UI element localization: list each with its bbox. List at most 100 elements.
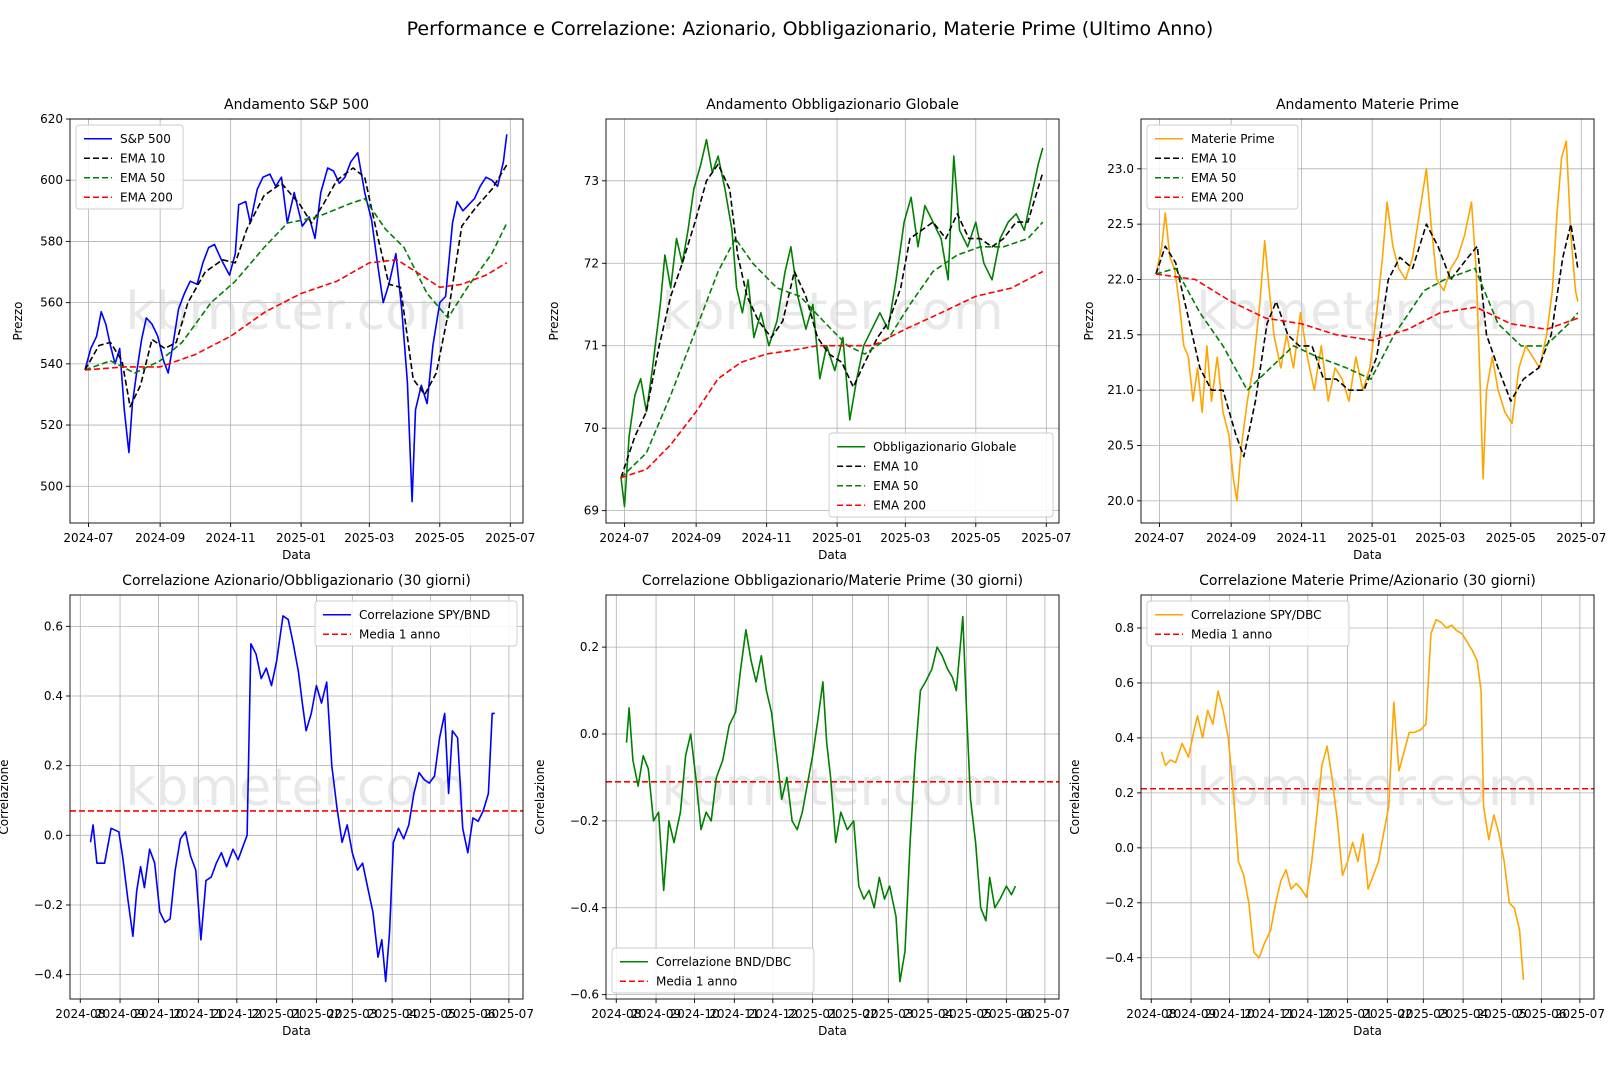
x-axis-label: Data: [282, 1024, 311, 1038]
legend-box: [314, 600, 518, 647]
axes-frame: [1140, 594, 1595, 1000]
y-tick-label: −0.4: [570, 901, 599, 915]
x-tick-label: 2024-12: [212, 1007, 262, 1021]
legend-box: [611, 947, 815, 994]
legend-label: Obbligazionario Globale: [873, 440, 1016, 454]
series-line-ema-10: [84, 164, 508, 408]
x-tick-label: 2025-05: [951, 531, 1001, 545]
x-tick-label: 2025-02: [291, 1007, 341, 1021]
y-tick-label: 0.6: [44, 619, 63, 633]
y-tick-label: 620: [40, 112, 63, 126]
chart-title: Correlazione Obbligazionario/Materie Pri…: [642, 573, 1023, 589]
chart-title: Correlazione Azionario/Obbligazionario (…: [122, 573, 471, 589]
y-tick-label: −0.2: [1105, 896, 1134, 910]
watermark: kbmeter.com: [661, 282, 1003, 342]
y-tick-label: 0.0: [44, 828, 63, 842]
x-tick-label: 2025-05: [1486, 531, 1536, 545]
axes-frame: [605, 118, 1060, 524]
y-tick-label: 0.8: [1115, 621, 1134, 635]
watermark: kbmeter.com: [125, 282, 467, 342]
x-tick-label: 2025-01: [252, 1007, 302, 1021]
x-tick-label: 2024-09: [671, 531, 721, 545]
x-tick-label: 2024-09: [1206, 531, 1256, 545]
y-tick-label: 70: [584, 421, 599, 435]
series-line-ema-10: [1155, 223, 1579, 458]
x-tick-label: 2024-07: [599, 531, 649, 545]
axes-frame: [69, 594, 524, 1000]
series-line-ema-50: [620, 221, 1044, 479]
x-tick-label: 2025-07: [485, 531, 535, 545]
x-tick-label: 2025-05: [415, 531, 465, 545]
y-tick-label: 69: [584, 504, 599, 518]
legend-label: Correlazione BND/DBC: [656, 955, 791, 969]
x-tick-label: 2025-06: [445, 1007, 495, 1021]
legend-label: EMA 10: [873, 459, 918, 473]
y-tick-label: 21.0: [1107, 383, 1134, 397]
y-tick-label: 72: [584, 256, 599, 270]
x-tick-label: 2024-12: [1283, 1007, 1333, 1021]
y-tick-label: 540: [40, 357, 63, 371]
legend-label: Correlazione SPY/BND: [359, 608, 490, 622]
x-tick-label: 2025-01: [788, 1007, 838, 1021]
legend-label: EMA 200: [873, 498, 926, 512]
x-tick-label: 2024-11: [742, 531, 792, 545]
x-tick-label: 2024-11: [173, 1007, 223, 1021]
x-tick-label: 2025-03: [1415, 531, 1465, 545]
y-tick-label: 0.2: [1115, 786, 1134, 800]
y-tick-label: 500: [40, 479, 63, 493]
series-line-ema-50: [1155, 267, 1579, 392]
y-tick-label: −0.6: [570, 988, 599, 1002]
x-tick-label: 2025-04: [367, 1007, 417, 1021]
x-tick-label: 2025-03: [880, 531, 930, 545]
chart-corr_bnd_dbc: kbmeter.com−0.6−0.4−0.20.00.22024-082024…: [533, 573, 1070, 1038]
series-line-ema-200: [84, 258, 508, 371]
y-tick-label: −0.2: [34, 898, 63, 912]
series-line-ema-200: [1155, 273, 1579, 342]
legend-box: [828, 432, 1054, 518]
x-tick-label: 2024-11: [1244, 1007, 1294, 1021]
x-tick-label: 2025-04: [903, 1007, 953, 1021]
x-tick-label: 2024-08: [591, 1007, 641, 1021]
x-tick-label: 2024-08: [1126, 1007, 1176, 1021]
x-tick-label: 2025-01: [812, 531, 862, 545]
x-axis-label: Data: [282, 548, 311, 562]
x-tick-label: 2025-03: [1398, 1007, 1448, 1021]
y-axis-label: Correlazione: [533, 759, 547, 834]
legend-label: EMA 50: [120, 171, 165, 185]
y-tick-label: 580: [40, 234, 63, 248]
x-axis-label: Data: [818, 1024, 847, 1038]
legend: Correlazione BND/DBC Media 1 anno: [611, 947, 815, 994]
x-tick-label: 2025-04: [1438, 1007, 1488, 1021]
x-tick-label: 2025-01: [1347, 531, 1397, 545]
y-axis-label: Correlazione: [1068, 759, 1082, 834]
x-axis-label: Data: [818, 548, 847, 562]
x-tick-label: 2025-06: [1516, 1007, 1566, 1021]
y-tick-label: −0.2: [570, 814, 599, 828]
legend-label: S&P 500: [120, 132, 171, 146]
y-tick-label: 0.0: [1115, 841, 1134, 855]
chart-title: Andamento Materie Prime: [1276, 97, 1459, 113]
y-axis-label: Prezzo: [11, 301, 25, 340]
figure-title: Performance e Correlazione: Azionario, O…: [406, 18, 1214, 40]
x-tick-label: 2024-09: [1166, 1007, 1216, 1021]
x-tick-label: 2024-10: [1204, 1007, 1254, 1021]
x-tick-label: 2025-07: [1555, 1007, 1605, 1021]
x-tick-label: 2025-07: [484, 1007, 534, 1021]
x-axis-label: Data: [1353, 1024, 1382, 1038]
y-tick-label: 0.4: [1115, 731, 1134, 745]
legend-box: [1146, 600, 1350, 647]
x-tick-label: 2025-03: [327, 1007, 377, 1021]
axes-frame: [605, 594, 1060, 1000]
series-line-correlazione-spy-bnd: [89, 615, 495, 983]
x-tick-label: 2024-09: [135, 531, 185, 545]
x-tick-label: 2025-07: [1021, 531, 1071, 545]
legend-label: EMA 50: [1191, 171, 1236, 185]
series-line-materie-prime: [1155, 140, 1579, 502]
chart-title: Correlazione Materie Prime/Azionario (30…: [1199, 573, 1536, 589]
x-tick-label: 2025-02: [827, 1007, 877, 1021]
y-tick-label: 20.0: [1107, 494, 1134, 508]
legend-label: EMA 50: [873, 479, 918, 493]
x-tick-label: 2025-05: [406, 1007, 456, 1021]
series-line-correlazione-bnd-dbc: [625, 615, 1017, 983]
y-tick-label: 20.5: [1107, 439, 1134, 453]
